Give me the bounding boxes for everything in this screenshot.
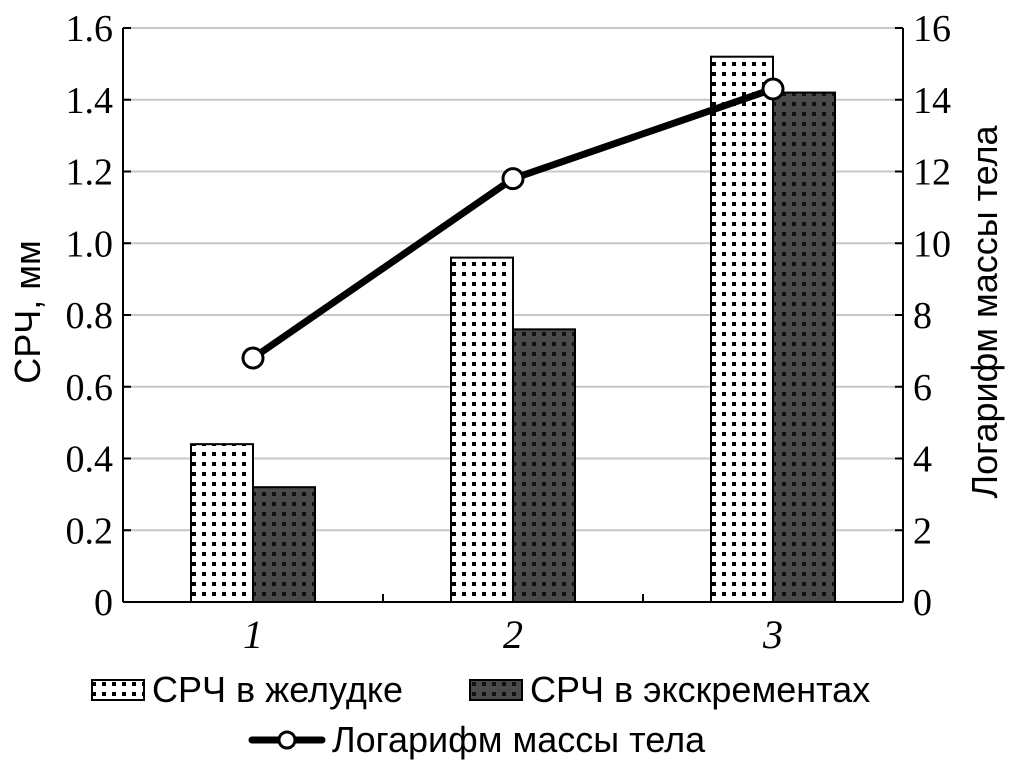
y-tick-label-left: 0 bbox=[94, 582, 113, 624]
y-tick-label-right: 16 bbox=[913, 8, 951, 50]
y-axis-title-right: Логарифм массы тела bbox=[964, 124, 1005, 498]
y-tick-label-left: 1.0 bbox=[66, 223, 114, 265]
bar bbox=[252, 486, 316, 604]
y-tick-label-left: 1.6 bbox=[66, 8, 114, 50]
x-tick-label: 1 bbox=[243, 612, 263, 657]
y-tick-label-right: 12 bbox=[913, 152, 951, 194]
y-tick-label-right: 4 bbox=[913, 439, 932, 481]
y-tick-label-right: 6 bbox=[913, 367, 932, 409]
legend-label-log-mass: Логарифм массы тела bbox=[332, 719, 706, 760]
legend-label-stomach: СРЧ в желудке bbox=[152, 669, 403, 710]
y-tick-label-right: 8 bbox=[913, 295, 932, 337]
y-tick-label-left: 0.4 bbox=[66, 439, 114, 481]
y-tick-label-right: 0 bbox=[913, 582, 932, 624]
series-point bbox=[501, 167, 525, 191]
line-series bbox=[241, 77, 785, 370]
legend: СРЧ в желудке СРЧ в экскрементах Логариф… bbox=[91, 669, 870, 760]
y-tick-label-left: 0.2 bbox=[66, 510, 114, 552]
x-tick-label: 2 bbox=[503, 612, 523, 657]
y-tick-label-right: 14 bbox=[913, 80, 951, 122]
y-tick-label-right: 2 bbox=[913, 510, 932, 552]
bar bbox=[710, 55, 774, 603]
y-tick-label-left: 1.4 bbox=[66, 80, 114, 122]
legend-swatch-marker bbox=[277, 730, 297, 750]
bar bbox=[772, 91, 836, 603]
y-tick-label-left: 0.6 bbox=[66, 367, 114, 409]
axes bbox=[122, 27, 904, 603]
x-tick-label: 3 bbox=[762, 612, 783, 657]
legend-swatch-stomach bbox=[91, 679, 145, 701]
y-tick-label-right: 10 bbox=[913, 223, 951, 265]
series-point bbox=[761, 77, 785, 101]
y-axis-title-left: СРЧ, мм bbox=[7, 240, 48, 384]
bar bbox=[190, 443, 254, 603]
bar bbox=[512, 328, 576, 603]
bar bbox=[450, 256, 514, 603]
legend-swatch-feces bbox=[469, 679, 523, 701]
y-tick-label-left: 1.2 bbox=[66, 152, 114, 194]
legend-label-feces: СРЧ в экскрементах bbox=[530, 669, 870, 710]
y-tick-label-left: 0.8 bbox=[66, 295, 114, 337]
bars bbox=[190, 55, 836, 604]
series-point bbox=[241, 346, 265, 370]
